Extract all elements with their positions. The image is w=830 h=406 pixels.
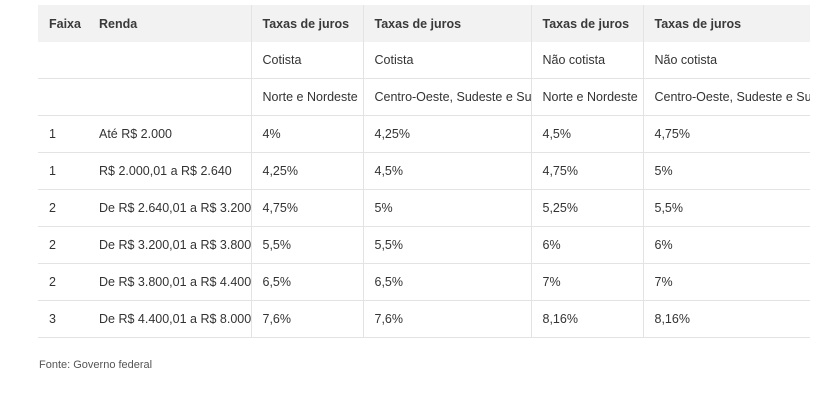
interest-rate-table-container: Faixa Renda Taxas de juros Taxas de juro…: [38, 5, 810, 338]
rate-cell: 5,5%: [362, 226, 531, 264]
faixa-cell: 2: [38, 226, 88, 264]
rate-cell: 7,6%: [250, 300, 363, 338]
rate-cell: 4,25%: [250, 152, 363, 190]
rate-cell: 6%: [530, 226, 643, 264]
subheader-cell: Não cotista: [642, 42, 810, 79]
subheader-cell: Norte e Nordeste: [250, 78, 363, 116]
rate-cell: 6%: [642, 226, 810, 264]
renda-cell: R$ 2.000,01 a R$ 2.640: [88, 152, 251, 190]
subheader-cell: Não cotista: [530, 42, 643, 79]
header-taxas-1: Taxas de juros: [250, 5, 363, 42]
rate-cell: 5,5%: [642, 189, 810, 227]
rate-cell: 5,25%: [530, 189, 643, 227]
rate-cell: 7%: [642, 263, 810, 301]
subheader-row-region: Norte e Nordeste Centro-Oeste, Sudeste e…: [38, 78, 810, 116]
faixa-cell: 1: [38, 115, 88, 153]
rate-cell: 4,75%: [250, 189, 363, 227]
renda-cell: Até R$ 2.000: [88, 115, 251, 153]
rate-cell: 5,5%: [250, 226, 363, 264]
header-renda: Renda: [88, 5, 251, 42]
subheader-cell: Norte e Nordeste: [530, 78, 643, 116]
faixa-cell: 3: [38, 300, 88, 338]
rate-cell: 4,5%: [530, 115, 643, 153]
interest-rate-table: Faixa Renda Taxas de juros Taxas de juro…: [38, 5, 810, 338]
faixa-cell: 2: [38, 189, 88, 227]
table-row: 2 De R$ 3.800,01 a R$ 4.400 6,5% 6,5% 7%…: [38, 263, 810, 301]
rate-cell: 8,16%: [642, 300, 810, 338]
subheader-row-quota: Cotista Cotista Não cotista Não cotista: [38, 42, 810, 79]
table-row: 3 De R$ 4.400,01 a R$ 8.000 7,6% 7,6% 8,…: [38, 300, 810, 338]
rate-cell: 4%: [250, 115, 363, 153]
rate-cell: 8,16%: [530, 300, 643, 338]
rate-cell: 7%: [530, 263, 643, 301]
table-header-row: Faixa Renda Taxas de juros Taxas de juro…: [38, 5, 810, 42]
renda-cell: De R$ 2.640,01 a R$ 3.200: [88, 189, 251, 227]
subheader-cell: Cotista: [250, 42, 363, 79]
subheader-cell: [38, 42, 88, 79]
rate-cell: 4,25%: [362, 115, 531, 153]
header-taxas-3: Taxas de juros: [530, 5, 643, 42]
rate-cell: 4,75%: [530, 152, 643, 190]
faixa-cell: 2: [38, 263, 88, 301]
renda-cell: De R$ 3.800,01 a R$ 4.400: [88, 263, 251, 301]
subheader-cell: [38, 78, 88, 116]
subheader-cell: Centro-Oeste, Sudeste e Sul: [362, 78, 531, 116]
rate-cell: 6,5%: [362, 263, 531, 301]
rate-cell: 5%: [642, 152, 810, 190]
subheader-cell: Cotista: [362, 42, 531, 79]
header-taxas-4: Taxas de juros: [642, 5, 810, 42]
rate-cell: 4,5%: [362, 152, 531, 190]
faixa-cell: 1: [38, 152, 88, 190]
renda-cell: De R$ 3.200,01 a R$ 3.800: [88, 226, 251, 264]
rate-cell: 7,6%: [362, 300, 531, 338]
table-row: 1 R$ 2.000,01 a R$ 2.640 4,25% 4,5% 4,75…: [38, 152, 810, 190]
renda-cell: De R$ 4.400,01 a R$ 8.000: [88, 300, 251, 338]
header-faixa: Faixa: [38, 5, 88, 42]
subheader-cell: [88, 42, 251, 79]
rate-cell: 6,5%: [250, 263, 363, 301]
subheader-cell: [88, 78, 251, 116]
source-note: Fonte: Governo federal: [39, 359, 153, 371]
table-row: 2 De R$ 2.640,01 a R$ 3.200 4,75% 5% 5,2…: [38, 189, 810, 227]
rate-cell: 5%: [362, 189, 531, 227]
header-taxas-2: Taxas de juros: [362, 5, 531, 42]
rate-cell: 4,75%: [642, 115, 810, 153]
subheader-cell: Centro-Oeste, Sudeste e Sul: [642, 78, 810, 116]
table-row: 1 Até R$ 2.000 4% 4,25% 4,5% 4,75%: [38, 115, 810, 153]
table-row: 2 De R$ 3.200,01 a R$ 3.800 5,5% 5,5% 6%…: [38, 226, 810, 264]
